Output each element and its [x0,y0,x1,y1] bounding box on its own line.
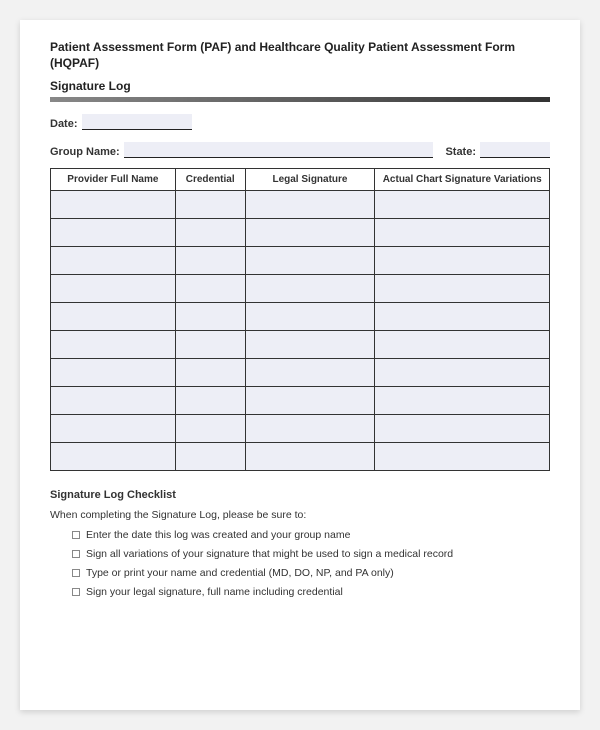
checklist-title: Signature Log Checklist [50,489,550,501]
table-cell[interactable] [51,303,176,331]
table-cell[interactable] [375,387,550,415]
date-row: Date: [50,114,550,130]
checkbox-icon [72,588,80,596]
table-cell[interactable] [51,247,176,275]
table-cell[interactable] [51,275,176,303]
table-cell[interactable] [375,303,550,331]
checklist-item-text: Sign all variations of your signature th… [86,548,453,560]
col-legal-signature: Legal Signature [245,169,375,191]
group-row: Group Name: State: [50,142,550,158]
date-input[interactable] [82,114,192,130]
table-header-row: Provider Full Name Credential Legal Sign… [51,169,550,191]
table-cell[interactable] [245,443,375,471]
checklist-item-text: Sign your legal signature, full name inc… [86,586,343,598]
form-title: Patient Assessment Form (PAF) and Health… [50,40,550,71]
table-cell[interactable] [245,415,375,443]
table-cell[interactable] [375,191,550,219]
table-row [51,303,550,331]
table-cell[interactable] [375,443,550,471]
checklist-intro: When completing the Signature Log, pleas… [50,509,550,521]
table-row [51,443,550,471]
table-cell[interactable] [175,219,245,247]
table-row [51,247,550,275]
table-cell[interactable] [245,359,375,387]
table-cell[interactable] [245,275,375,303]
table-row [51,387,550,415]
table-cell[interactable] [51,191,176,219]
table-cell[interactable] [375,415,550,443]
table-cell[interactable] [375,359,550,387]
checklist-item: Sign all variations of your signature th… [72,548,550,560]
table-cell[interactable] [175,387,245,415]
checklist-item: Enter the date this log was created and … [72,529,550,541]
table-cell[interactable] [375,275,550,303]
table-cell[interactable] [375,331,550,359]
checkbox-icon [72,569,80,577]
table-cell[interactable] [375,219,550,247]
checklist-item-text: Enter the date this log was created and … [86,529,350,541]
group-label: Group Name: [50,146,124,158]
state-label: State: [445,146,480,158]
checklist-item: Type or print your name and credential (… [72,567,550,579]
table-cell[interactable] [175,331,245,359]
table-cell[interactable] [175,415,245,443]
checkbox-icon [72,531,80,539]
col-provider-name: Provider Full Name [51,169,176,191]
table-cell[interactable] [51,387,176,415]
divider-bar [50,97,550,102]
table-cell[interactable] [245,331,375,359]
signature-table: Provider Full Name Credential Legal Sign… [50,168,550,471]
table-cell[interactable] [51,415,176,443]
col-actual-signature: Actual Chart Signature Variations [375,169,550,191]
table-cell[interactable] [51,219,176,247]
table-cell[interactable] [175,275,245,303]
table-cell[interactable] [245,191,375,219]
table-row [51,331,550,359]
table-cell[interactable] [51,359,176,387]
table-cell[interactable] [175,303,245,331]
table-cell[interactable] [51,443,176,471]
table-row [51,275,550,303]
form-subtitle: Signature Log [50,79,550,93]
table-cell[interactable] [375,247,550,275]
checklist-item: Sign your legal signature, full name inc… [72,586,550,598]
table-cell[interactable] [245,387,375,415]
table-row [51,359,550,387]
table-cell[interactable] [245,303,375,331]
checkbox-icon [72,550,80,558]
table-cell[interactable] [175,443,245,471]
table-row [51,191,550,219]
table-cell[interactable] [245,247,375,275]
table-cell[interactable] [175,359,245,387]
checklist-item-text: Type or print your name and credential (… [86,567,394,579]
table-row [51,415,550,443]
table-cell[interactable] [51,331,176,359]
table-cell[interactable] [175,191,245,219]
col-credential: Credential [175,169,245,191]
state-input[interactable] [480,142,550,158]
document-page: Patient Assessment Form (PAF) and Health… [20,20,580,710]
group-name-input[interactable] [124,142,434,158]
table-row [51,219,550,247]
table-cell[interactable] [175,247,245,275]
table-cell[interactable] [245,219,375,247]
date-label: Date: [50,118,82,130]
